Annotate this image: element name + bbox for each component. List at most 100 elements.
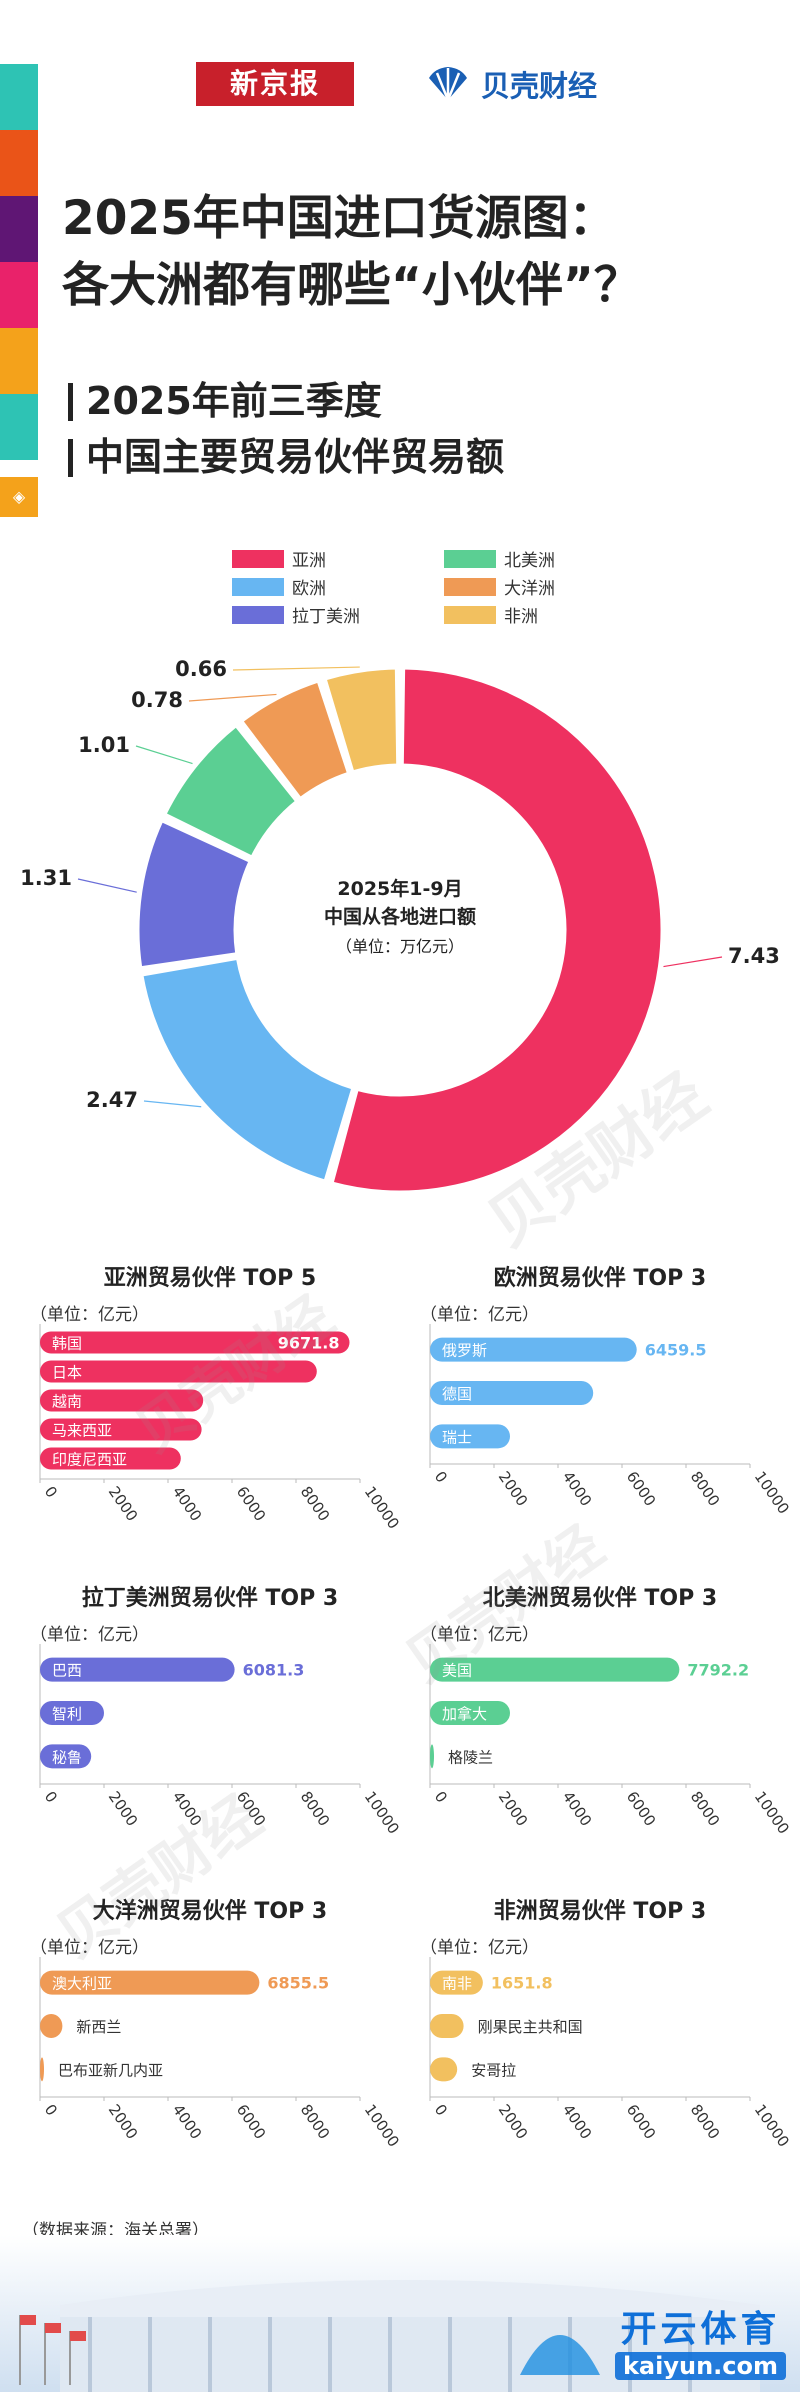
donut-leader-line [663, 956, 723, 968]
x-tick-label: 2000 [495, 1788, 532, 1830]
bar-value-label: 9671.8 [278, 1334, 340, 1353]
bar-value-label: 7792.2 [687, 1661, 749, 1680]
x-tick-label: 4000 [559, 2101, 596, 2143]
legend-item: 拉丁美洲 [232, 602, 360, 627]
panel-unit-label: （单位：亿元） [30, 1938, 149, 1958]
x-tick-label: 10000 [751, 2101, 793, 2150]
panel-unit-label: （单位：亿元） [420, 1938, 539, 1958]
x-tick-label: 6000 [233, 1788, 270, 1830]
x-tick-label: 4000 [169, 2101, 206, 2143]
x-tick-label: 6000 [623, 2101, 660, 2143]
donut-slice [330, 666, 664, 1194]
bar [430, 1337, 637, 1362]
x-tick-label: 6000 [233, 1483, 270, 1525]
side-strip-block [0, 328, 38, 394]
legend-label: 拉丁美洲 [292, 607, 360, 627]
latam-partners-panel: 拉丁美洲贸易伙伴 TOP 3 （单位：亿元） 巴西 6081.3 智利 秘鲁 0 2000 40… [30, 1580, 403, 1880]
oceania-partners-panel: 大洋洲贸易伙伴 TOP 3 （单位：亿元） 澳大利亚 6855.5 新西兰 巴布亚新几内亚… [30, 1893, 403, 2193]
legend-label: 欧洲 [292, 579, 326, 599]
x-tick-label: 8000 [687, 1468, 724, 1510]
donut-leader-line [143, 1100, 202, 1108]
bar-category-label: 俄罗斯 [442, 1342, 487, 1360]
bar [40, 2057, 44, 2082]
import-donut-chart: 7.43 2.47 1.31 1.010.78 0.66 2025年1-9月中国从各地进口… [20, 657, 780, 1194]
bar [430, 1744, 434, 1769]
donut-leader-line [135, 745, 193, 765]
bar [40, 1447, 181, 1470]
legend-label: 北美洲 [504, 551, 555, 571]
legend-swatch [444, 577, 496, 596]
legend-label: 亚洲 [292, 551, 326, 571]
x-tick-label: 0 [41, 2101, 61, 2119]
legend-swatch [232, 577, 284, 596]
panel-unit-label: （单位：亿元） [420, 1305, 539, 1325]
donut-value-label: 0.78 [131, 688, 183, 712]
x-tick-label: 6000 [623, 1468, 660, 1510]
bar [40, 1389, 204, 1412]
side-color-strip [0, 64, 38, 460]
side-strip-block [0, 394, 38, 460]
subtitle-line-1: 2025年前三季度 [64, 373, 664, 429]
bar [40, 1970, 260, 1995]
bar [40, 1657, 235, 1682]
kaiyun-logo-url: kaiyun.com [614, 2352, 786, 2380]
bar [40, 2014, 63, 2038]
side-strip-block [0, 262, 38, 328]
europe-partners-panel: 欧洲贸易伙伴 TOP 3 （单位：亿元） 俄罗斯 6459.5 德国 瑞士 0 2000 400… [420, 1260, 793, 1560]
panel-unit-label: （单位：亿元） [420, 1625, 539, 1645]
bar-category-label: 秘鲁 [52, 1748, 82, 1766]
x-tick-label: 2000 [495, 1468, 532, 1510]
legend-swatch [232, 549, 284, 568]
subtitle-line-2: 中国主要贸易伙伴贸易额 [64, 429, 664, 485]
page-title: 2025年中国进口货源图： 各大洲都有哪些“小伙伴”？ [62, 185, 782, 319]
bar-value-label: 6459.5 [645, 1341, 707, 1360]
donut-leader-line [232, 666, 360, 671]
bar [430, 1657, 680, 1682]
x-tick-label: 4000 [169, 1788, 206, 1830]
africa-partners-panel: 非洲贸易伙伴 TOP 3 （单位：亿元） 南非 1651.8 刚果民主共和国 安哥拉 0 20… [420, 1893, 793, 2193]
x-tick-label: 4000 [559, 1788, 596, 1830]
bar [40, 1701, 104, 1725]
donut-slice [136, 819, 252, 970]
legend-swatch [232, 605, 284, 624]
x-tick-label: 0 [431, 1788, 451, 1806]
xinjingbao-logo: 新京报 [196, 62, 354, 106]
panel-unit-label: （单位：亿元） [30, 1305, 149, 1325]
side-strip-block [0, 196, 38, 262]
legend-label: 大洋洲 [504, 579, 555, 599]
bar-category-label: 新西兰 [76, 2018, 121, 2036]
bar [40, 1331, 350, 1354]
x-tick-label: 2000 [105, 1788, 142, 1830]
x-tick-label: 10000 [751, 1788, 793, 1837]
bar [430, 1424, 510, 1449]
panel-title: 北美洲贸易伙伴 TOP 3 [482, 1586, 718, 1611]
bar-category-label: 美国 [442, 1662, 472, 1680]
legend-swatch [444, 605, 496, 624]
expo-building-illustration [0, 2235, 800, 2392]
donut-value-label: 1.31 [20, 866, 72, 890]
x-tick-label: 0 [41, 1788, 61, 1806]
x-tick-label: 0 [41, 1483, 61, 1501]
x-tick-label: 8000 [297, 1483, 334, 1525]
bar-category-label: 澳大利亚 [52, 1975, 112, 1993]
beike-shell-icon [429, 67, 467, 101]
x-tick-label: 8000 [687, 1788, 724, 1830]
bar-category-label: 德国 [442, 1385, 472, 1403]
x-tick-label: 8000 [297, 2101, 334, 2143]
donut-center-text: 中国从各地进口额 [324, 905, 476, 928]
bar-category-label: 日本 [52, 1364, 82, 1382]
bar-category-label: 安哥拉 [471, 2061, 516, 2079]
x-tick-label: 6000 [233, 2101, 270, 2143]
side-badge-icon: ◈ [0, 477, 38, 517]
x-tick-label: 8000 [297, 1788, 334, 1830]
beike-logo-text: 贝壳财经 [481, 69, 598, 103]
bar-category-label: 刚果民主共和国 [478, 2018, 583, 2036]
asia-partners-panel: 亚洲贸易伙伴 TOP 5 （单位：亿元） 韩国 9671.8 日本 越南 马来西亚 印度尼西亚… [30, 1260, 403, 1560]
bar-category-label: 巴西 [52, 1662, 82, 1680]
bar-value-label: 6855.5 [267, 1974, 329, 1993]
